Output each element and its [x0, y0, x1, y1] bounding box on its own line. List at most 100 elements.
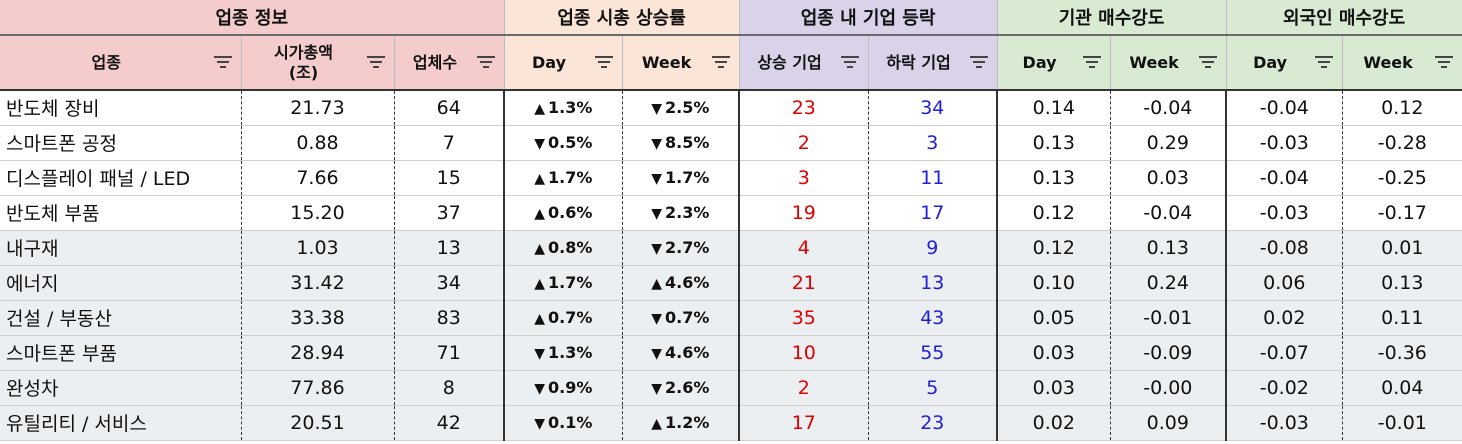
company-count-cell: 37 [394, 195, 506, 231]
table-row[interactable]: 반도체 장비 21.73 64 ▲ 1.3% ▼ 2.5% 23 34 0.14 -0.04 -0.0… [0, 90, 1462, 126]
filter-icon[interactable] [1082, 55, 1102, 70]
table-row[interactable]: 완성차 77.86 8 ▼ 0.9% ▼ 2.6% 2 5 0.03 -0.00 -0.02 0.04 [0, 370, 1462, 406]
cap-change-value: 1.7% [547, 168, 593, 187]
group-header-rise-fall: 업종 내 기업 등락 [739, 0, 998, 36]
column-header-cap-week[interactable]: Week [622, 35, 740, 91]
sector-name: 디스플레이 패널 / LED [0, 160, 242, 196]
market-cap-cell: 31.42 [241, 265, 395, 301]
group-header-foreigner: 외국인 매수강도 [1226, 0, 1462, 36]
filter-icon[interactable] [594, 55, 614, 70]
table-row[interactable]: 반도체 부품 15.20 37 ▲ 0.6% ▼ 2.3% 19 17 0.12 -0.04 -0.0… [0, 195, 1462, 231]
sector-name: 완성차 [0, 370, 242, 406]
column-header-rising[interactable]: 상승 기업 [739, 35, 869, 91]
filter-icon[interactable] [1198, 55, 1218, 70]
triangle-up-icon: ▲ [651, 276, 662, 292]
falling-count-cell: 9 [868, 230, 999, 266]
market-cap-cell: 28.94 [241, 335, 395, 371]
institution-day-cell: 0.10 [997, 265, 1111, 301]
institution-week-cell: 0.03 [1110, 160, 1228, 196]
filter-icon[interactable] [476, 55, 496, 70]
triangle-down-icon: ▼ [534, 136, 545, 152]
institution-week-cell: 0.24 [1110, 265, 1228, 301]
market-cap-cell: 15.20 [241, 195, 395, 231]
triangle-down-icon: ▼ [651, 136, 662, 152]
institution-day-cell: 0.13 [997, 160, 1111, 196]
sector-name: 내구재 [0, 230, 242, 266]
table-body: 반도체 장비 21.73 64 ▲ 1.3% ▼ 2.5% 23 34 0.14 -0.04 -0.0… [0, 90, 1462, 441]
falling-count-cell: 11 [868, 160, 999, 196]
filter-icon[interactable] [1314, 55, 1334, 70]
foreigner-day-cell: -0.02 [1226, 370, 1343, 406]
table-row[interactable]: 디스플레이 패널 / LED 7.66 15 ▲ 1.7% ▼ 1.7% 3 11 0.13 0.0… [0, 160, 1462, 196]
column-header-for-week[interactable]: Week [1342, 35, 1462, 91]
cap-change-value: 1.7% [664, 168, 710, 187]
filter-icon[interactable] [366, 55, 386, 70]
falling-count-cell: 55 [868, 335, 999, 371]
filter-icon[interactable] [213, 55, 233, 70]
table-row[interactable]: 스마트폰 부품 28.94 71 ▼ 1.3% ▼ 4.6% 10 55 0.03 -0.09 -0.… [0, 335, 1462, 371]
triangle-down-icon: ▼ [651, 311, 662, 327]
cap-change-week-cell: ▼ 1.7% [622, 160, 741, 196]
column-header-count[interactable]: 업체수 [394, 35, 505, 91]
foreigner-week-cell: 0.13 [1342, 265, 1462, 301]
cap-change-week-cell: ▼ 2.3% [622, 195, 741, 231]
rising-count-cell: 4 [739, 230, 869, 266]
institution-day-cell: 0.05 [997, 300, 1111, 336]
table-row[interactable]: 건설 / 부동산 33.38 83 ▲ 0.7% ▼ 0.7% 35 43 0.05 -0.01 0.… [0, 300, 1462, 336]
column-header-inst-day[interactable]: Day [997, 35, 1111, 91]
cap-change-day-cell: ▼ 0.5% [504, 125, 623, 161]
filter-icon[interactable] [840, 55, 860, 70]
cap-change-week-cell: ▼ 2.5% [622, 90, 741, 126]
cap-change-week-cell: ▼ 2.6% [622, 370, 741, 406]
company-count-cell: 64 [394, 90, 506, 126]
institution-day-cell: 0.02 [997, 405, 1111, 441]
falling-count-cell: 3 [868, 125, 999, 161]
institution-day-cell: 0.12 [997, 230, 1111, 266]
institution-week-cell: -0.04 [1110, 195, 1228, 231]
cap-change-day-cell: ▲ 0.6% [504, 195, 623, 231]
falling-count-cell: 13 [868, 265, 999, 301]
column-header-label: 업종 [91, 52, 121, 72]
triangle-up-icon: ▲ [534, 241, 545, 257]
institution-week-cell: 0.29 [1110, 125, 1228, 161]
filter-icon[interactable] [711, 55, 731, 70]
foreigner-day-cell: -0.03 [1226, 125, 1343, 161]
institution-day-cell: 0.13 [997, 125, 1111, 161]
foreigner-day-cell: 0.02 [1226, 300, 1343, 336]
table-row[interactable]: 유틸리티 / 서비스 20.51 42 ▼ 0.1% ▲ 1.2% 17 23 0.02 0.09-… [0, 405, 1462, 441]
column-header-label: Day [532, 52, 567, 72]
foreigner-week-cell: -0.36 [1342, 335, 1462, 371]
triangle-down-icon: ▼ [651, 101, 662, 118]
cap-change-value: 1.7% [547, 273, 593, 292]
column-header-market-cap[interactable]: 시가총액 (조) [241, 35, 395, 91]
institution-day-cell: 0.14 [997, 90, 1111, 126]
column-header-label: 시가총액 (조) [242, 43, 366, 83]
cap-change-value: 0.7% [664, 308, 710, 327]
foreigner-week-cell: 0.12 [1342, 90, 1462, 126]
foreigner-week-cell: -0.25 [1342, 160, 1462, 196]
column-header-falling[interactable]: 하락 기업 [868, 35, 998, 91]
market-cap-cell: 33.38 [241, 300, 395, 336]
falling-count-cell: 34 [868, 90, 999, 126]
table-row[interactable]: 스마트폰 공정 0.88 7 ▼ 0.5% ▼ 8.5% 2 3 0.13 0.29 -0.03 -0.… [0, 125, 1462, 161]
cap-change-value: 0.5% [547, 133, 593, 152]
cap-change-week-cell: ▼ 4.6% [622, 335, 741, 371]
filter-icon[interactable] [969, 55, 989, 70]
column-header-cap-day[interactable]: Day [504, 35, 623, 91]
column-header-sector[interactable]: 업종 [0, 35, 242, 91]
foreigner-week-cell: -0.17 [1342, 195, 1462, 231]
triangle-down-icon: ▼ [534, 416, 545, 432]
cap-change-value: 2.3% [664, 203, 710, 222]
column-header-label: Day [1253, 52, 1288, 72]
rising-count-cell: 3 [739, 160, 869, 196]
table-row[interactable]: 에너지 31.42 34 ▲ 1.7% ▲ 4.6% 21 13 0.10 0.24 0.06 0.13 [0, 265, 1462, 301]
foreigner-week-cell: -0.01 [1342, 405, 1462, 441]
column-header-inst-week[interactable]: Week [1110, 35, 1227, 91]
filter-icon[interactable] [1434, 55, 1454, 70]
company-count-cell: 15 [394, 160, 506, 196]
company-count-cell: 34 [394, 265, 506, 301]
cap-change-week-cell: ▼ 0.7% [622, 300, 741, 336]
company-count-cell: 7 [394, 125, 506, 161]
column-header-for-day[interactable]: Day [1226, 35, 1343, 91]
table-row[interactable]: 내구재 1.03 13 ▲ 0.8% ▼ 2.7% 4 9 0.12 0.13 -0.08 0.01 [0, 230, 1462, 266]
